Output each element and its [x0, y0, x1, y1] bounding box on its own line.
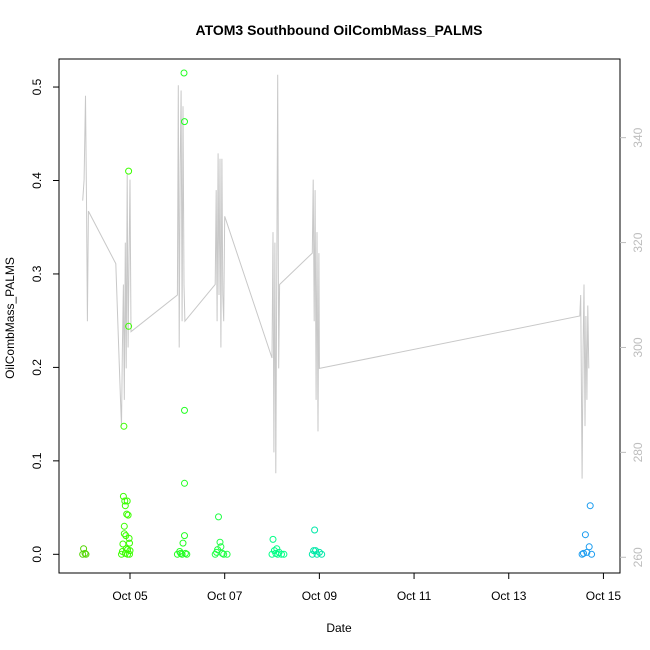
y-tick-label: 0.2 — [30, 359, 44, 376]
data-point — [280, 550, 288, 558]
data-point — [585, 543, 593, 551]
x-tick-label: Oct 09 — [302, 589, 338, 603]
data-point — [120, 422, 128, 430]
points-layer — [79, 69, 596, 558]
data-point — [81, 549, 89, 557]
y-axis: 0.0 0.1 0.2 0.3 0.4 0.5 — [30, 78, 59, 563]
data-point — [181, 118, 188, 126]
data-point — [580, 549, 587, 557]
data-point — [315, 548, 323, 556]
data-point — [123, 497, 131, 505]
data-point — [217, 543, 225, 551]
data-point — [80, 545, 88, 553]
data-point — [278, 550, 285, 558]
y2-tick-label: 280 — [631, 442, 645, 462]
x-axis: Oct 05 Oct 07 Oct 09 Oct 11 Oct 13 Oct 15 — [112, 573, 621, 603]
data-point — [215, 513, 222, 521]
data-point — [82, 550, 90, 558]
data-point — [125, 534, 133, 542]
data-point — [318, 550, 326, 558]
y-tick-label: 0.4 — [30, 172, 44, 189]
trace-layer — [82, 74, 590, 479]
x-tick-label: Oct 15 — [586, 589, 622, 603]
x-tick-label: Oct 07 — [207, 589, 243, 603]
y2-axis: 260 280 300 320 340 — [620, 127, 645, 567]
x-axis-label: Date — [326, 621, 352, 635]
y2-tick-label: 260 — [631, 547, 645, 567]
y2-tick-label: 300 — [631, 337, 645, 357]
trace-line — [82, 74, 590, 479]
data-point — [178, 550, 186, 558]
data-point — [220, 550, 228, 558]
data-point — [312, 547, 320, 555]
chart-title: ATOM3 Southbound OilCombMass_PALMS — [196, 22, 483, 38]
y-tick-label: 0.5 — [30, 78, 44, 95]
plot-frame — [58, 58, 621, 574]
data-point — [120, 522, 128, 530]
data-point — [181, 406, 188, 414]
data-point — [581, 531, 589, 539]
data-point — [180, 69, 188, 77]
x-tick-label: Oct 11 — [397, 589, 432, 603]
x-tick-label: Oct 05 — [112, 589, 148, 603]
data-point — [311, 526, 319, 534]
data-point — [125, 322, 133, 330]
data-point — [216, 538, 224, 546]
x-tick-label: Oct 13 — [491, 589, 527, 603]
y2-tick-label: 320 — [631, 232, 645, 252]
y-tick-label: 0.1 — [30, 452, 44, 469]
data-point — [578, 550, 586, 558]
data-point — [124, 550, 132, 558]
data-point — [121, 502, 129, 510]
y-tick-label: 0.3 — [30, 265, 44, 282]
data-point — [126, 550, 133, 558]
data-point — [124, 511, 132, 519]
data-point — [125, 167, 133, 175]
data-point — [123, 510, 131, 518]
data-point — [183, 550, 191, 558]
data-point — [121, 497, 129, 505]
data-point — [588, 550, 596, 558]
y-tick-label: 0.0 — [30, 546, 44, 563]
data-point — [119, 540, 127, 548]
data-point — [181, 479, 188, 487]
data-point — [269, 535, 277, 543]
data-point — [181, 549, 189, 557]
y-axis-label: OilCombMass_PALMS — [3, 257, 17, 379]
data-point — [120, 530, 128, 538]
data-point — [119, 492, 127, 500]
data-point — [181, 532, 188, 540]
data-point — [586, 502, 594, 510]
data-point — [218, 549, 226, 557]
data-point — [179, 539, 187, 547]
y2-tick-label: 340 — [631, 127, 645, 147]
data-point — [126, 539, 133, 547]
data-point — [223, 550, 231, 558]
